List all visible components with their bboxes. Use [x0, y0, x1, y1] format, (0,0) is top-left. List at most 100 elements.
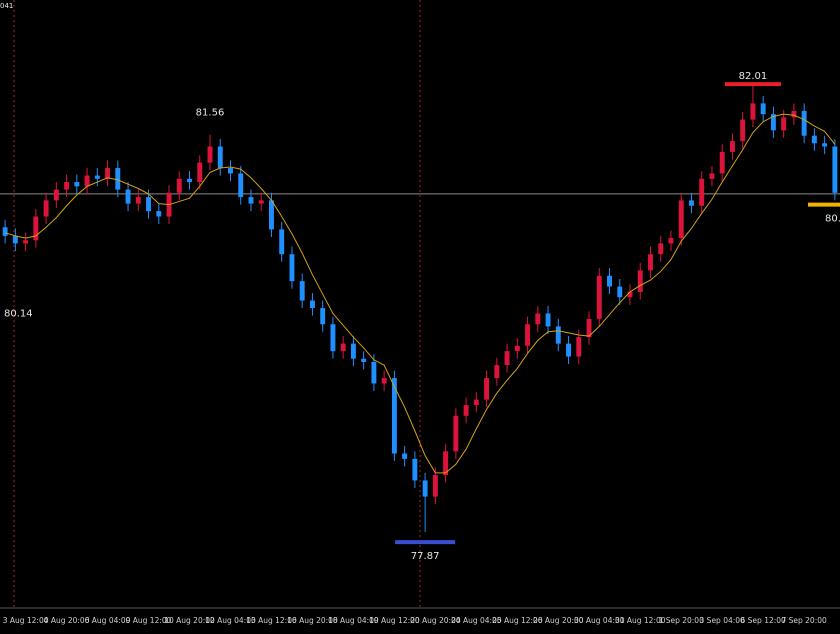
- candle-body: [350, 343, 356, 359]
- x-tick-label: 12 Aug 04:00: [205, 616, 256, 625]
- candle-body: [309, 300, 315, 309]
- candle-body: [432, 475, 438, 497]
- x-tick-label: 9 Aug 12:00: [126, 616, 172, 625]
- x-tick-label: 25 Aug 12:00: [492, 616, 543, 625]
- candle-body: [371, 361, 377, 384]
- x-tick-label: 26 Aug 20:00: [533, 616, 584, 625]
- candle-body: [412, 458, 418, 481]
- candle-body: [43, 200, 49, 217]
- candle-body: [391, 378, 397, 454]
- candle-body: [617, 286, 623, 298]
- x-tick-label: 20 Aug 20:00: [410, 616, 461, 625]
- x-tick-label: 6 Sep 12:00: [741, 616, 787, 625]
- candle-body: [473, 399, 479, 406]
- candle-body: [64, 182, 70, 190]
- candle-body: [678, 200, 684, 239]
- candle-body: [361, 358, 367, 362]
- candle-body: [740, 119, 746, 142]
- candle-body: [729, 141, 735, 152]
- candle-body: [125, 189, 131, 204]
- candle-body: [822, 143, 828, 147]
- candle-body: [340, 343, 346, 352]
- candle-body: [105, 168, 111, 179]
- candle-body: [402, 453, 408, 459]
- candle-body: [555, 326, 561, 344]
- candle-body: [658, 243, 664, 255]
- current-label: 80.91: [825, 214, 840, 225]
- candle-body: [299, 281, 305, 301]
- candle-body: [33, 216, 39, 241]
- candle-body: [525, 324, 531, 346]
- low-label: 77.87: [411, 551, 440, 562]
- x-tick-label: 31 Aug 12:00: [615, 616, 666, 625]
- candle-body: [23, 240, 29, 244]
- candle-body: [248, 197, 254, 204]
- candle-body: [53, 189, 59, 201]
- candle-body: [176, 178, 182, 193]
- candle-body: [2, 227, 8, 236]
- x-tick-label: 19 Aug 12:00: [369, 616, 420, 625]
- candle-body: [453, 415, 459, 452]
- candle-body: [135, 197, 141, 204]
- candle-body: [12, 235, 18, 244]
- candle-body: [381, 378, 387, 384]
- moving-average: [4, 113, 836, 474]
- candle-body: [115, 168, 121, 190]
- candle-body: [504, 351, 510, 366]
- candle-body: [689, 200, 694, 206]
- high-label: 82.01: [739, 71, 768, 82]
- candle-body: [576, 337, 582, 357]
- candle-body: [832, 146, 838, 193]
- candle-body: [514, 345, 520, 352]
- candle-body: [545, 313, 551, 327]
- candle-body: [258, 200, 264, 204]
- candle-body: [156, 211, 162, 217]
- candle-body: [187, 178, 192, 183]
- candle-body: [494, 365, 500, 379]
- x-tick-label: 24 Aug 04:00: [451, 616, 502, 625]
- candle-body: [535, 313, 541, 325]
- candle-body: [279, 229, 285, 255]
- candle-body: [484, 378, 490, 400]
- candle-body: [269, 200, 274, 230]
- corner-label: 041: [0, 2, 13, 10]
- candle-body: [699, 178, 705, 206]
- candle-body: [238, 173, 244, 198]
- x-tick-label: 1 Sep 20:00: [659, 616, 705, 625]
- candle-body: [289, 254, 295, 282]
- candle-body: [586, 318, 592, 338]
- x-tick-label: 3 Aug 12:00: [3, 616, 49, 625]
- candle-body: [422, 480, 428, 497]
- x-tick-label: 30 Aug 04:00: [574, 616, 625, 625]
- x-tick-label: 4 Aug 20:00: [44, 616, 90, 625]
- candle-body: [770, 114, 776, 131]
- candle-body: [566, 343, 571, 357]
- candle-body: [228, 168, 233, 174]
- candle-body: [596, 275, 602, 319]
- candle-body: [84, 175, 90, 187]
- candle-body: [791, 110, 797, 118]
- candle-body: [760, 103, 766, 115]
- candle-body: [648, 254, 653, 271]
- peak-label: 81.56: [196, 108, 225, 119]
- candle-body: [719, 151, 725, 174]
- candle-body: [607, 275, 612, 287]
- candle-body: [709, 173, 715, 179]
- x-tick-label: 10 Aug 20:00: [164, 616, 215, 625]
- candle-body: [781, 117, 787, 131]
- candle-body: [146, 197, 151, 212]
- left-label: 80.14: [4, 309, 33, 320]
- candle-body: [197, 162, 203, 183]
- candle-body: [443, 451, 449, 476]
- candle-body: [463, 405, 469, 416]
- candle-body: [627, 291, 633, 298]
- candle-body: [811, 135, 817, 144]
- x-tick-label: 3 Sep 04:00: [700, 616, 746, 625]
- candle-body: [750, 103, 756, 120]
- candle-body: [207, 146, 213, 163]
- candle-body: [801, 110, 807, 136]
- candle-body: [637, 270, 643, 292]
- candle-body: [74, 182, 80, 187]
